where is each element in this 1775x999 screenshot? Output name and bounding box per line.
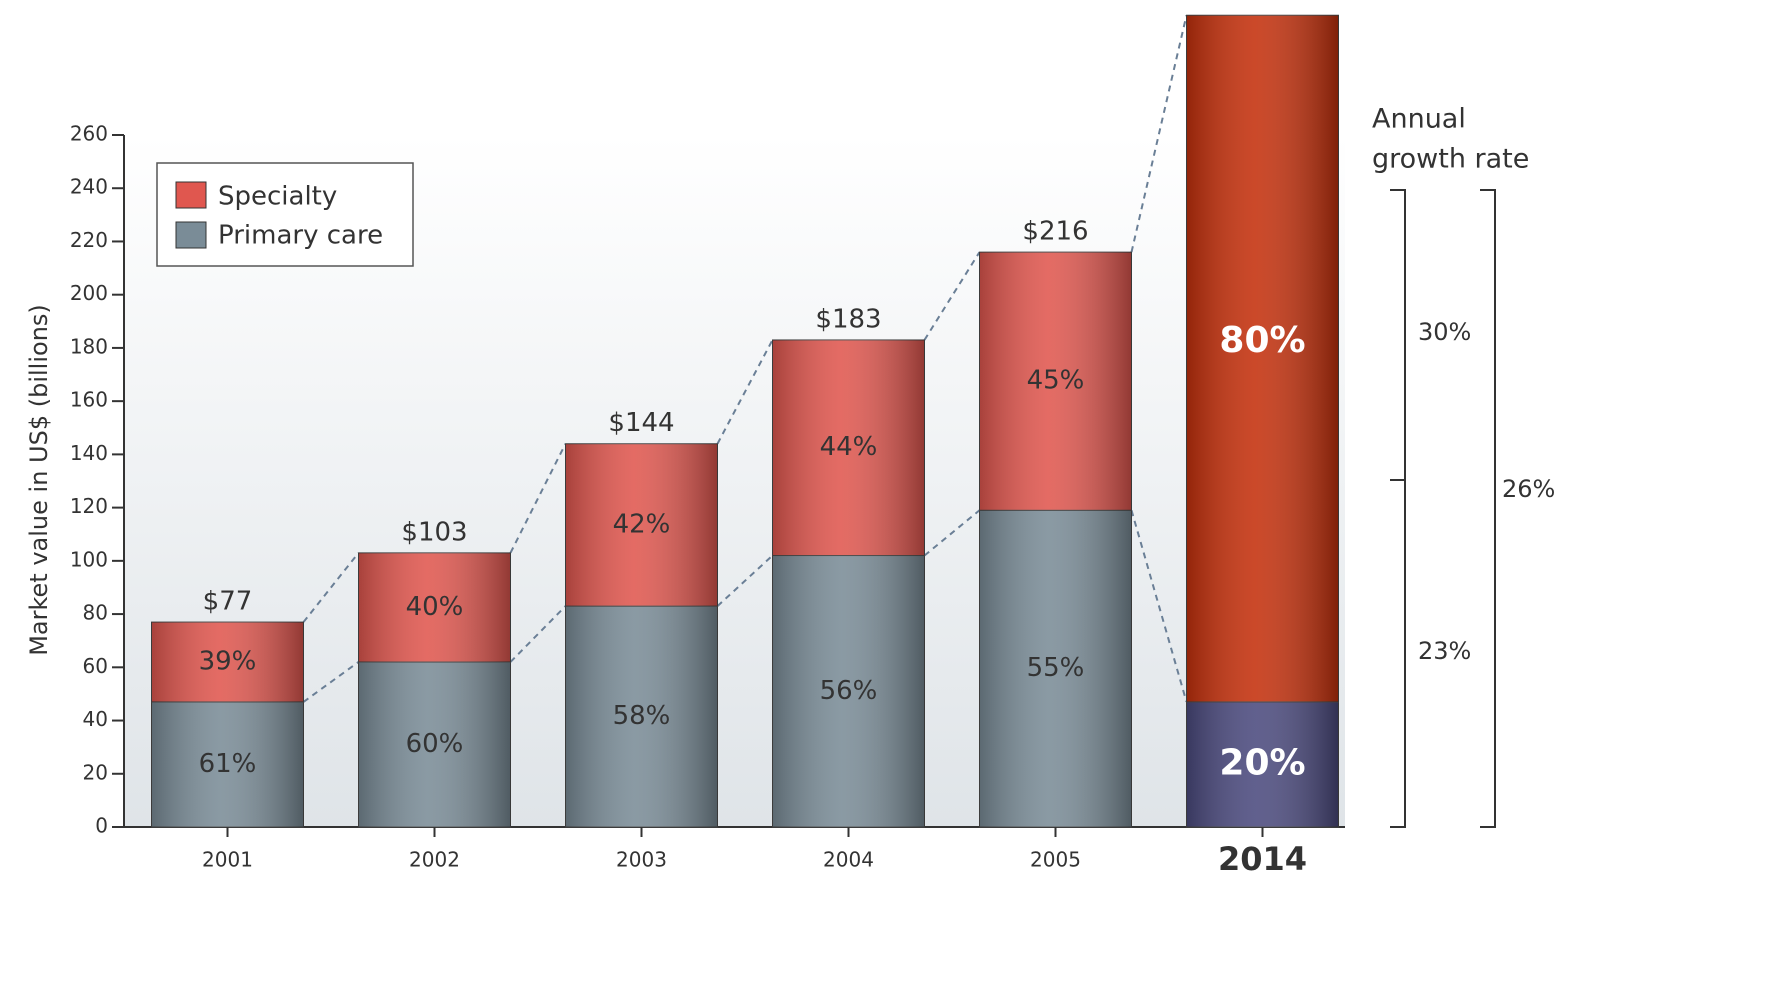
x-tick-label: 2014 [1218, 840, 1307, 878]
share-label: 42% [613, 509, 671, 539]
share-label: 20% [1219, 742, 1305, 783]
total-label: $77 [203, 587, 253, 617]
growth-rate: Annual growth rate 30% 23% 26% [1372, 104, 1555, 828]
share-label: 58% [613, 701, 671, 731]
bar-shade [979, 252, 1132, 511]
y-tick-label: 200 [70, 281, 108, 305]
total-label: $144 [608, 408, 674, 438]
bar-shade [358, 552, 511, 662]
y-tick-label: 240 [70, 175, 108, 199]
connector [1130, 15, 1188, 253]
x-tick-label: 2003 [616, 848, 667, 872]
bar-shade [1186, 701, 1339, 827]
share-label: 55% [1027, 653, 1085, 683]
y-tick-label: 100 [70, 547, 108, 571]
legend-label: Primary care [218, 221, 383, 251]
legend-swatch [175, 181, 207, 209]
connector [716, 554, 774, 607]
share-label: 80% [1219, 320, 1305, 361]
connector [716, 339, 774, 445]
x-tick-label: 2005 [1030, 848, 1081, 872]
share-label: 39% [199, 646, 257, 676]
y-tick-label: 80 [83, 601, 108, 625]
share-label: 60% [406, 729, 464, 759]
x-tick-label: 2004 [823, 848, 874, 872]
legend-swatch [175, 221, 207, 249]
connector [302, 552, 360, 623]
bar-shade [979, 510, 1132, 827]
y-tick-label: 60 [83, 654, 108, 678]
share-label: 44% [820, 432, 878, 462]
share-label: 56% [820, 676, 878, 706]
bar-shade [151, 622, 304, 702]
y-tick-label: 140 [70, 441, 108, 465]
bar-shade [1186, 15, 1339, 702]
total-label: $183 [815, 304, 881, 334]
bracket [1480, 189, 1496, 828]
legend-box [156, 162, 414, 267]
y-tick-label: 0 [95, 814, 108, 838]
y-tick-label: 120 [70, 494, 108, 518]
connector [509, 605, 567, 663]
growth-rate: 30% [1418, 318, 1471, 346]
legend-label: Specialty [218, 182, 337, 212]
connector [923, 509, 981, 557]
bar-shade [772, 555, 925, 827]
growth-title: Annual [1372, 104, 1466, 135]
share-label: 61% [199, 749, 257, 779]
bracket [1390, 189, 1406, 828]
bar-shade [358, 661, 511, 827]
y-tick-label: 40 [83, 707, 108, 731]
legend: Specialty Primary care [156, 162, 414, 267]
bar-shade [151, 701, 304, 827]
connector [302, 661, 360, 703]
total-label: $216 [1022, 217, 1088, 247]
y-tick-label: 220 [70, 228, 108, 252]
bar-shade [772, 339, 925, 556]
growth-rate: 23% [1418, 637, 1471, 665]
x-tick-label: 2002 [409, 848, 460, 872]
y-tick-label: 260 [70, 122, 108, 146]
y-tick-label: 20 [83, 760, 108, 784]
connector [1130, 510, 1188, 703]
y-tick-label: 160 [70, 388, 108, 412]
bar-shade [565, 606, 718, 827]
share-label: 40% [406, 592, 464, 622]
connector [509, 443, 567, 554]
x-tick-label: 2001 [202, 848, 253, 872]
plot: 0 20 40 60 80 100 120 140 160 180 200 220 240 260 61% 3… [70, 14, 1345, 878]
share-label: 45% [1027, 366, 1085, 396]
growth-rate: 26% [1502, 475, 1555, 503]
bar-shade [565, 443, 718, 607]
y-tick-label: 180 [70, 334, 108, 358]
total-label: $103 [401, 517, 467, 547]
growth-title: growth rate [1372, 144, 1529, 175]
y-axis-title: Market value in US$ (billions) [25, 304, 53, 656]
